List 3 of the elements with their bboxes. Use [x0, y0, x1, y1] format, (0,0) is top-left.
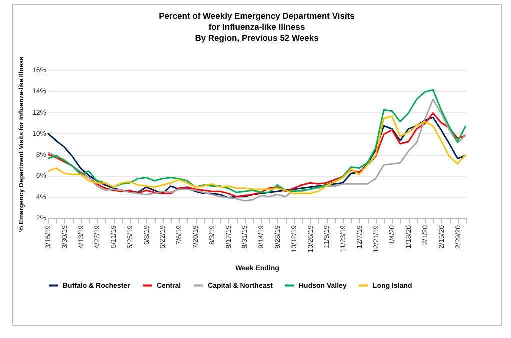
- line-series: [47, 98, 467, 202]
- line-series: [47, 89, 467, 194]
- chart-title: Percent of Weekly Emergency Department Visits for Influenza-like Illness By Region, Previous 52 Weeks: [159, 10, 356, 43]
